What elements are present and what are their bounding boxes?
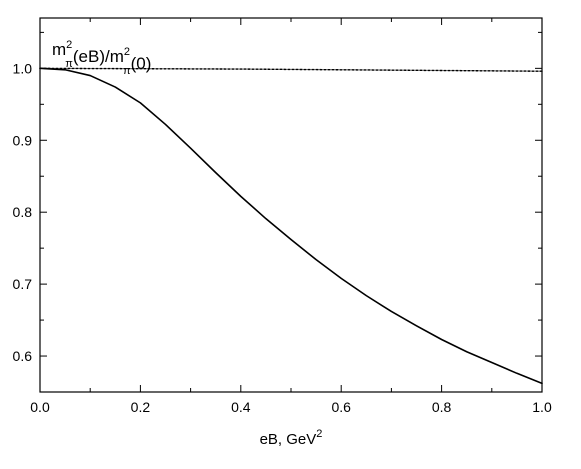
y-tick-label: 0.7 [13, 276, 33, 292]
x-tick-label: 0.8 [432, 399, 452, 415]
x-tick-label: 1.0 [532, 399, 552, 415]
series-layer [39, 67, 543, 385]
y-tick-label: 1.0 [13, 60, 33, 76]
y-tick-label: 0.8 [13, 204, 33, 220]
series-line-2-dotted [39, 67, 543, 72]
series-line-1-solid [39, 67, 543, 385]
y-tick-labels: 0.6 0.7 0.8 0.9 1.0 [13, 60, 33, 364]
curve-annotation: m2 π(eB)/m2 π(0) [52, 39, 151, 77]
x-tick-label: 0.6 [331, 399, 351, 415]
x-axis-label: eB, GeV2 [260, 428, 323, 448]
plot-frame [39, 17, 543, 393]
x-tick-label: 0.4 [231, 399, 251, 415]
y-tick-label: 0.9 [13, 132, 33, 148]
tick-marks [39, 18, 543, 392]
x-tick-labels: 0.0 0.2 0.4 0.6 0.8 1.0 [30, 399, 552, 415]
y-tick-label: 0.6 [13, 348, 33, 364]
x-tick-label: 0.2 [131, 399, 151, 415]
x-tick-label: 0.0 [30, 399, 50, 415]
